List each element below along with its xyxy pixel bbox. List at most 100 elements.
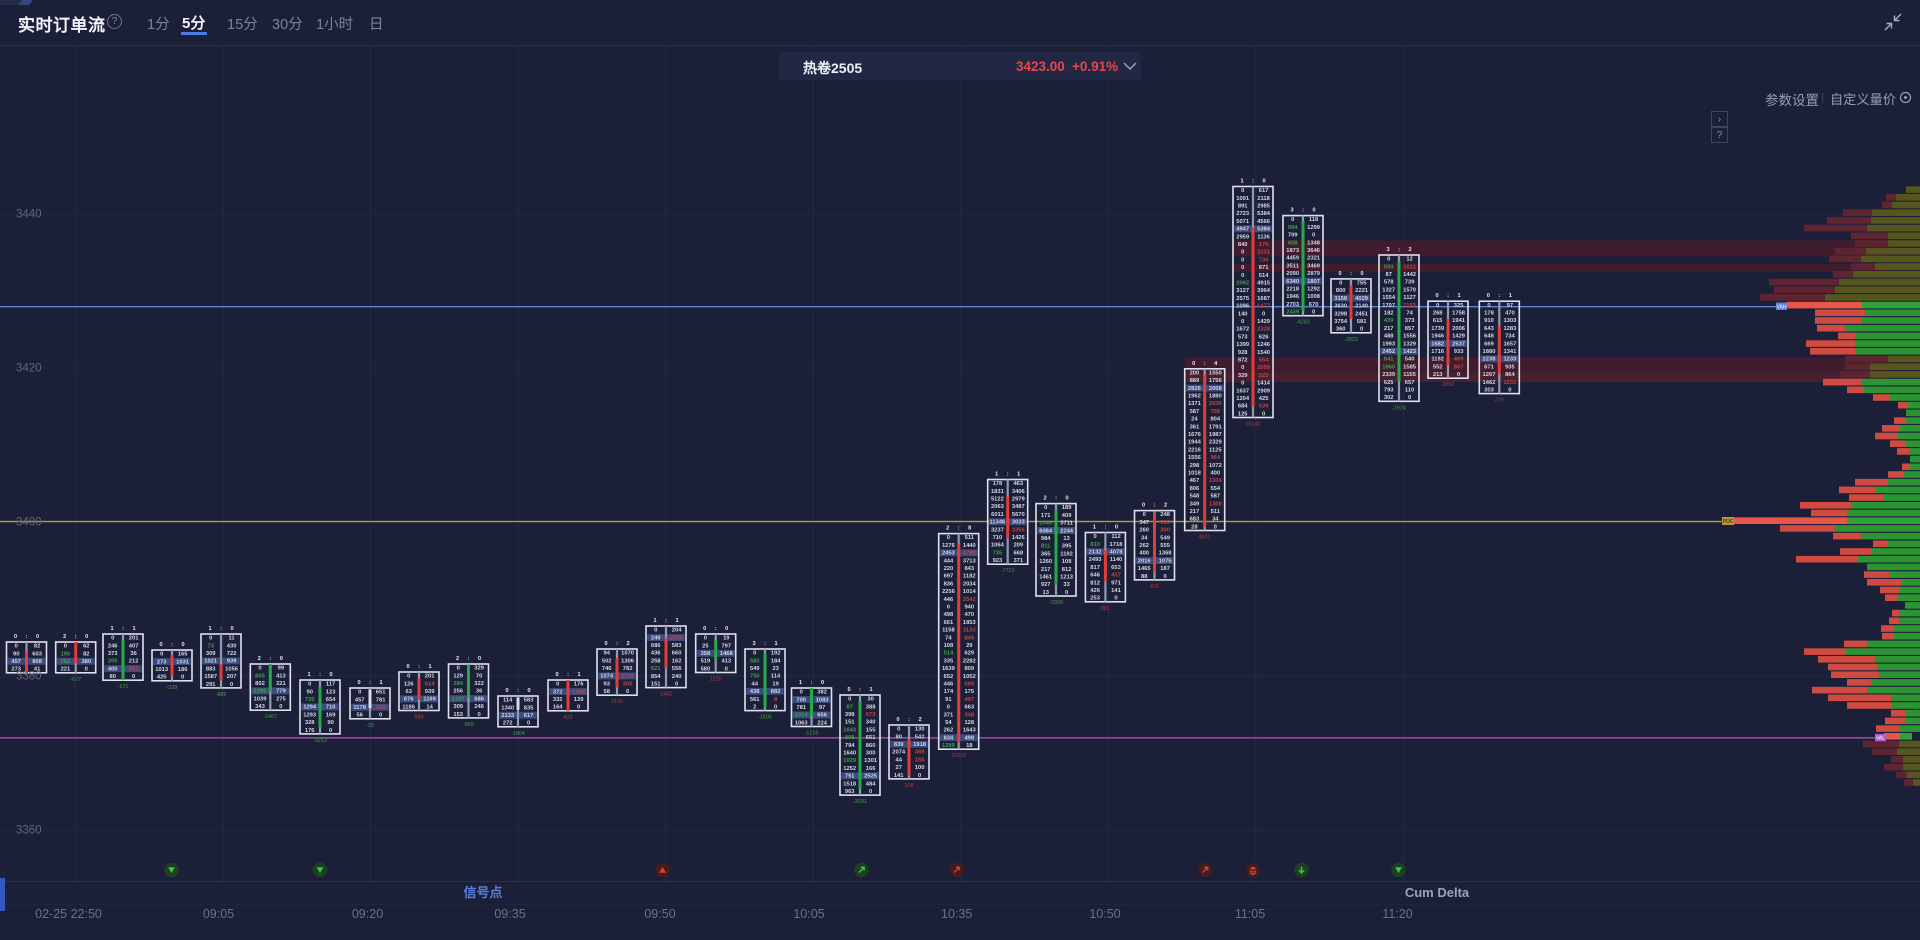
svg-text:1518: 1518 — [843, 781, 857, 787]
svg-text::: : — [517, 688, 519, 694]
svg-text:309: 309 — [206, 651, 216, 657]
svg-text:-4283: -4283 — [1296, 320, 1310, 326]
svg-text:1340: 1340 — [501, 705, 514, 711]
svg-text:371: 371 — [1013, 558, 1023, 564]
svg-text:554: 554 — [1210, 486, 1220, 492]
svg-text:97: 97 — [819, 705, 825, 711]
svg-text:97: 97 — [1507, 303, 1513, 309]
svg-text:329: 329 — [474, 666, 484, 672]
svg-text:2106: 2106 — [611, 699, 623, 705]
svg-text:603: 603 — [32, 651, 42, 657]
svg-text:POC: POC — [1723, 519, 1734, 525]
svg-text:583: 583 — [672, 643, 682, 649]
svg-text:1267: 1267 — [1483, 372, 1496, 378]
svg-text:1014: 1014 — [963, 589, 977, 595]
svg-text:0: 0 — [406, 664, 409, 670]
svg-text:1570: 1570 — [1403, 287, 1416, 293]
svg-text:583: 583 — [524, 698, 534, 704]
svg-text:1233: 1233 — [1503, 357, 1517, 363]
svg-text:457: 457 — [1111, 573, 1121, 579]
svg-text:540: 540 — [1405, 357, 1415, 363]
svg-text:02-25 22:50: 02-25 22:50 — [35, 907, 102, 921]
svg-text:-3213: -3213 — [313, 738, 327, 744]
svg-text:2063: 2063 — [991, 504, 1005, 510]
svg-text:373: 373 — [108, 651, 118, 657]
svg-text:0: 0 — [1360, 327, 1363, 333]
svg-text:1807: 1807 — [1307, 279, 1320, 285]
svg-text:1: 1 — [1093, 525, 1096, 531]
svg-text:1477: 1477 — [1257, 304, 1270, 310]
svg-text::: : — [811, 680, 813, 686]
svg-text:82: 82 — [83, 651, 89, 657]
svg-text:0: 0 — [280, 656, 283, 662]
svg-text:1: 1 — [869, 687, 872, 693]
svg-text:117: 117 — [326, 682, 335, 688]
svg-text:184: 184 — [771, 658, 781, 664]
svg-text:303: 303 — [1484, 388, 1494, 394]
svg-text:5122: 5122 — [991, 497, 1004, 503]
svg-text:0: 0 — [230, 626, 233, 632]
svg-text:1687: 1687 — [1257, 296, 1270, 302]
svg-text:322: 322 — [474, 681, 484, 687]
svg-text:889: 889 — [1190, 378, 1200, 384]
svg-text:221: 221 — [276, 681, 286, 687]
svg-text:0: 0 — [111, 636, 114, 642]
svg-text:1399: 1399 — [1236, 342, 1250, 348]
svg-text::: : — [171, 642, 173, 648]
svg-text:100: 100 — [915, 765, 925, 771]
svg-text::: : — [122, 626, 124, 632]
svg-text:2: 2 — [1043, 496, 1046, 502]
svg-text:3646: 3646 — [1307, 248, 1321, 254]
svg-text:1327: 1327 — [1382, 287, 1395, 293]
svg-text:178: 178 — [1484, 311, 1494, 317]
svg-text:1462: 1462 — [1483, 380, 1496, 386]
svg-text:661: 661 — [944, 620, 954, 626]
svg-text:13: 13 — [1042, 590, 1049, 596]
svg-text:0: 0 — [703, 626, 706, 632]
svg-text:805: 805 — [255, 673, 265, 679]
svg-text:3: 3 — [1386, 247, 1389, 253]
svg-text:VAH: VAH — [1777, 304, 1787, 310]
svg-text:2329: 2329 — [1209, 440, 1223, 446]
svg-text:782: 782 — [61, 659, 71, 665]
svg-text:2092: 2092 — [1236, 281, 1249, 287]
svg-text:1186: 1186 — [402, 704, 415, 710]
svg-text:436: 436 — [651, 651, 661, 657]
svg-text:372: 372 — [553, 689, 563, 695]
svg-text::: : — [468, 656, 470, 662]
svg-text:1064: 1064 — [991, 543, 1005, 549]
svg-text:739: 739 — [1405, 280, 1415, 286]
svg-text:340: 340 — [866, 720, 876, 726]
svg-text:725: 725 — [305, 697, 315, 703]
svg-text:272: 272 — [503, 721, 513, 727]
svg-text:0: 0 — [357, 680, 360, 686]
svg-text:175: 175 — [964, 689, 974, 695]
svg-text:-3291: -3291 — [853, 799, 867, 805]
svg-text:0: 0 — [869, 789, 872, 795]
svg-text:1: 1 — [774, 641, 777, 647]
svg-text:511: 511 — [1211, 509, 1221, 515]
svg-text:484: 484 — [866, 781, 876, 787]
svg-text:0: 0 — [209, 636, 212, 642]
svg-text:0: 0 — [1312, 233, 1315, 239]
svg-text:302: 302 — [1384, 395, 1394, 401]
svg-text:423: 423 — [564, 715, 573, 721]
svg-text:1: 1 — [1509, 293, 1512, 299]
svg-text:854: 854 — [651, 674, 661, 680]
svg-text::: : — [616, 641, 618, 647]
svg-text:74: 74 — [1406, 311, 1413, 317]
svg-text:0: 0 — [329, 672, 332, 678]
svg-text:221: 221 — [61, 667, 71, 673]
svg-text:-329: -329 — [167, 685, 178, 691]
svg-text::: : — [1252, 179, 1254, 185]
svg-text:413: 413 — [276, 673, 286, 679]
svg-text:1556: 1556 — [1403, 334, 1417, 340]
svg-text:0: 0 — [36, 634, 39, 640]
svg-text:503: 503 — [1384, 264, 1394, 270]
svg-text:155: 155 — [866, 727, 876, 733]
svg-text:1140: 1140 — [1110, 557, 1123, 563]
svg-text:2453: 2453 — [942, 551, 956, 557]
svg-text:36: 36 — [476, 689, 483, 695]
svg-text:1429: 1429 — [1257, 319, 1271, 325]
svg-text:1946: 1946 — [1286, 294, 1300, 300]
